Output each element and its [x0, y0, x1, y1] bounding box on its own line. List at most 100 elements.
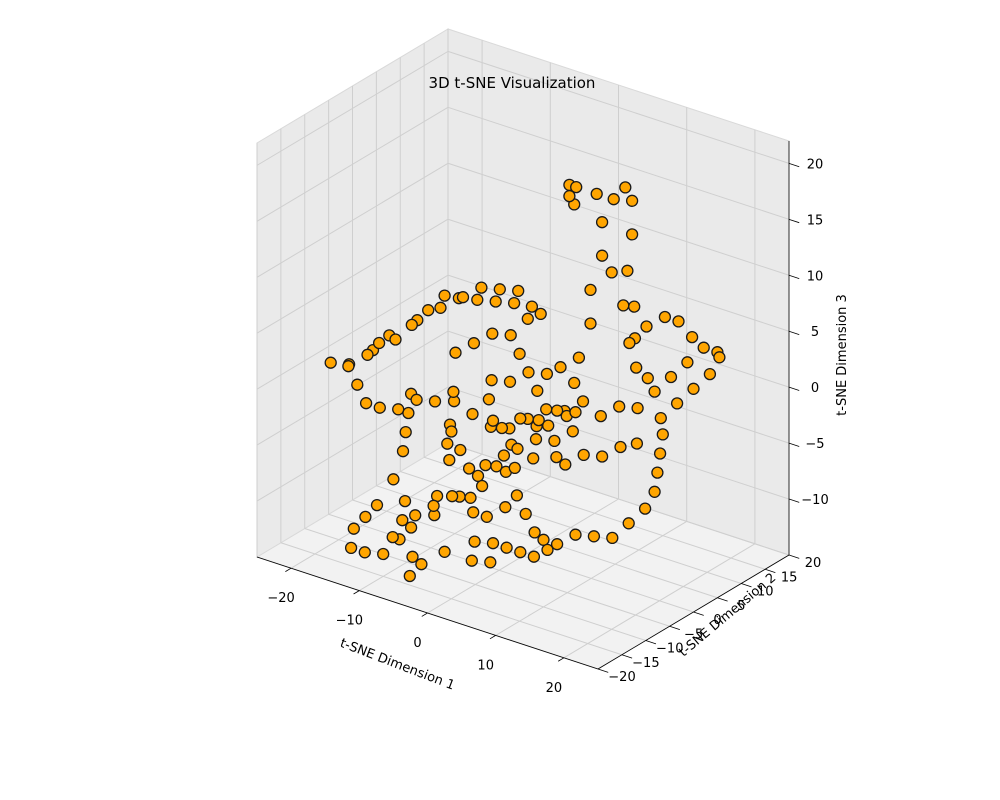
scatter-point	[447, 385, 460, 398]
scatter-point	[468, 535, 481, 548]
scatter-point	[531, 384, 544, 397]
scatter-point	[359, 397, 373, 410]
x-tick-label: −20	[267, 591, 294, 606]
scatter-point	[438, 289, 451, 302]
scatter-point	[392, 403, 405, 416]
x-tick-mark	[285, 567, 292, 572]
scatter-point	[479, 458, 492, 472]
scatter-point	[713, 351, 726, 364]
scatter-point	[503, 375, 517, 388]
z-grid-leftwall	[256, 106, 449, 222]
y-grid-floor	[328, 513, 670, 627]
scatter-point	[594, 409, 607, 423]
scatter-point	[654, 411, 667, 425]
scatter-point	[638, 502, 652, 515]
scatter-point	[406, 550, 419, 563]
y-tick-mark	[693, 611, 704, 616]
scatter-point	[672, 315, 685, 328]
y-tick-label: 5	[737, 599, 745, 614]
y-tick-mark	[765, 568, 776, 573]
scatter-point	[409, 509, 422, 522]
scatter-point	[614, 440, 627, 454]
z-axis-label: t-SNE Dimension 3	[835, 294, 850, 416]
scatter-point	[550, 404, 564, 417]
scatter-point	[398, 494, 412, 508]
scatter-point	[493, 283, 506, 296]
y-tick-label: −10	[656, 642, 683, 657]
scatter-point	[619, 181, 632, 194]
scatter-point	[405, 318, 418, 332]
z-grid-leftwall	[256, 386, 449, 502]
scatter-point	[486, 414, 500, 427]
scatter-point	[541, 543, 554, 557]
tick-labels: −20−1001020−20−15−10−505101520−10−505101…	[267, 157, 828, 695]
scatter-point	[441, 437, 454, 450]
scatter-point	[403, 569, 416, 583]
scatter-point	[572, 351, 586, 364]
scatter-point	[467, 337, 481, 350]
z-grid-leftwall	[256, 274, 449, 390]
scatter-point	[344, 541, 358, 555]
scatter-point	[347, 522, 360, 535]
scatter-point	[595, 450, 609, 463]
scatter-point	[648, 385, 661, 398]
scatter-point	[687, 382, 700, 395]
scatter-point	[568, 376, 581, 390]
y-tick-mark	[645, 640, 657, 645]
scatter-point	[511, 442, 524, 455]
scatter-point	[372, 336, 386, 350]
z-grid-leftwall	[256, 162, 449, 278]
scatter-point	[656, 428, 669, 441]
scatter-point	[504, 329, 517, 342]
scatter-point	[456, 291, 470, 304]
x-tick-mark	[353, 590, 360, 595]
scatter-point	[606, 531, 619, 545]
scatter-point	[631, 401, 644, 415]
scatter-point	[653, 447, 667, 460]
y-tick-mark	[741, 583, 752, 588]
scatter-point	[559, 458, 572, 471]
scatter-point	[507, 296, 521, 310]
z-grid-backwall	[447, 162, 790, 276]
scatter-point	[351, 378, 364, 391]
scatter-point	[514, 546, 527, 559]
y-tick-label: −5	[684, 627, 703, 642]
scatter-point	[415, 558, 428, 571]
scatter-point	[685, 330, 699, 344]
scatter-point	[625, 228, 639, 241]
scatter-point	[361, 348, 374, 361]
scatter-point	[497, 449, 511, 462]
scatter-point	[443, 453, 456, 467]
y-tick-label: 15	[781, 570, 798, 585]
scatter-point	[623, 336, 636, 350]
scatter-point	[512, 284, 525, 298]
scatter-point	[454, 443, 467, 457]
x-axis-label: t-SNE Dimension 1	[338, 636, 457, 694]
scatter-point	[595, 249, 609, 262]
y-grid-floor	[400, 471, 742, 584]
scatter-point	[576, 395, 590, 408]
z-tick-label: −10	[801, 493, 828, 508]
y-tick-mark	[621, 654, 633, 659]
z-tick-mark	[788, 330, 800, 335]
x-tick-label: 10	[477, 658, 494, 673]
scatter-point	[584, 283, 597, 297]
scatter-point	[550, 450, 563, 464]
x-tick-label: −10	[336, 614, 363, 629]
scatter-point	[569, 406, 582, 419]
scatter-point	[480, 510, 493, 523]
scatter-point	[475, 479, 489, 493]
z-grid-leftwall	[256, 218, 449, 334]
scatter-point	[373, 401, 386, 414]
scatter-point	[324, 356, 337, 369]
scatter-point	[510, 489, 524, 502]
z-tick-mark	[788, 162, 800, 168]
scatter-point	[484, 556, 497, 569]
scatter-point	[389, 333, 402, 346]
scatter-point	[399, 425, 412, 439]
scatter-point	[537, 533, 550, 546]
scatter-point	[475, 281, 488, 294]
z-tick-mark	[788, 218, 800, 224]
scatter-point	[630, 361, 643, 374]
